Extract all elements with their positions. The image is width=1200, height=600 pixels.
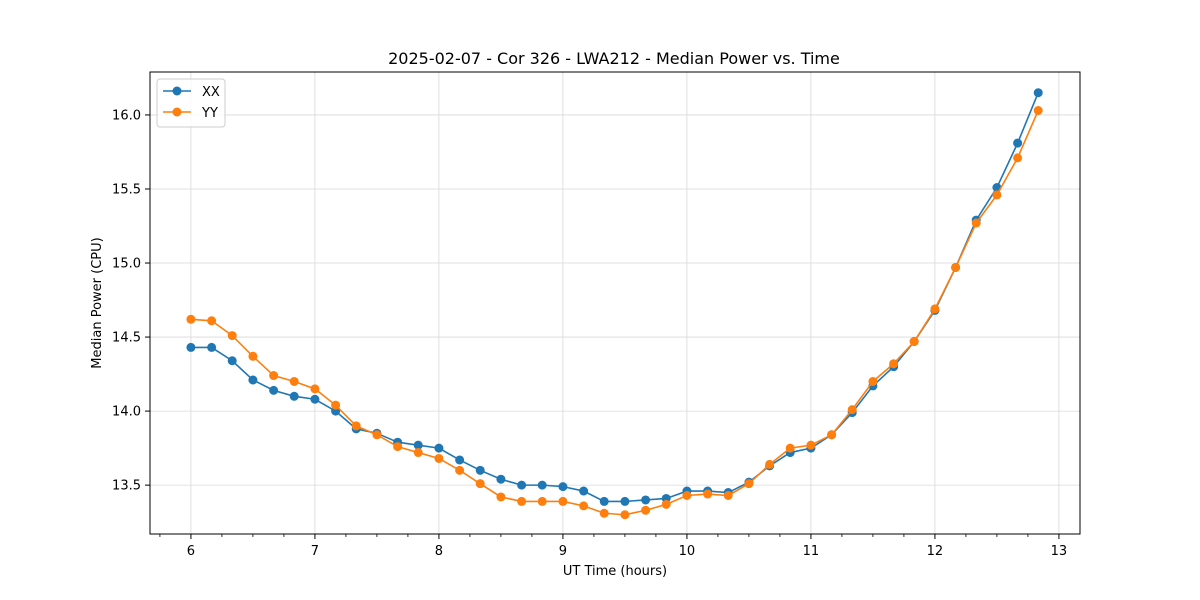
grid [150, 72, 1080, 534]
data-point-yy [971, 218, 981, 228]
data-point-yy [289, 376, 299, 386]
data-point-yy [413, 448, 423, 458]
x-tick-label: 7 [311, 544, 319, 559]
data-point-yy [372, 430, 382, 440]
data-point-yy [496, 492, 506, 502]
data-point-yy [331, 400, 341, 410]
data-point-yy [579, 501, 589, 511]
data-point-yy [744, 479, 754, 489]
data-point-yy [393, 442, 403, 452]
data-point-yy [310, 384, 320, 394]
plot-frame [149, 71, 1081, 535]
x-tick-label: 12 [927, 544, 944, 559]
data-point-xx [1013, 138, 1023, 148]
data-point-xx [537, 480, 547, 490]
series-group [186, 88, 1043, 520]
data-point-yy [909, 337, 919, 346]
y-axis-ticks: 13.5 14.0 14.5 15.0 15.5 16.0 [112, 108, 150, 494]
x-tick-label: 8 [435, 544, 443, 559]
data-point-xx [475, 465, 485, 475]
data-point-yy [475, 479, 485, 489]
data-point-yy [248, 351, 258, 361]
data-point-yy [620, 510, 630, 520]
legend-label-yy: YY [201, 106, 218, 121]
data-point-yy [951, 262, 961, 272]
data-point-yy [723, 491, 733, 500]
y-axis-label: Median Power (CPU) [90, 237, 105, 368]
data-point-yy [558, 496, 568, 506]
data-point-yy [682, 491, 692, 500]
data-point-yy [1033, 106, 1043, 115]
data-point-yy [641, 505, 651, 515]
data-point-yy [517, 496, 527, 506]
data-point-xx [248, 375, 258, 385]
legend-marker-xx [172, 86, 182, 96]
data-point-xx [310, 394, 320, 404]
data-point-xx [517, 480, 527, 490]
data-point-xx [641, 495, 651, 505]
data-point-xx [289, 391, 299, 401]
data-point-xx [413, 440, 423, 450]
data-point-xx [269, 385, 279, 395]
series-yy [186, 106, 1043, 520]
data-point-yy [661, 499, 671, 509]
data-point-xx [1033, 88, 1043, 98]
x-tick-label: 6 [187, 544, 195, 559]
data-point-yy [703, 489, 713, 499]
data-point-yy [269, 371, 279, 381]
data-point-yy [785, 443, 795, 453]
x-tick-label: 13 [1051, 544, 1068, 559]
data-point-yy [847, 405, 857, 415]
data-point-yy [186, 314, 196, 324]
chart-title: 2025-02-07 - Cor 326 - LWA212 - Median P… [388, 49, 840, 68]
x-axis-ticks: 6 7 8 9 10 11 12 13 [159, 534, 1068, 559]
data-point-xx [227, 356, 237, 366]
data-point-yy [599, 508, 609, 518]
data-point-yy [868, 376, 878, 386]
data-point-yy [351, 421, 361, 431]
legend-label-xx: XX [202, 85, 220, 100]
data-point-xx [186, 342, 196, 352]
data-point-yy [889, 359, 899, 369]
x-tick-label: 9 [559, 544, 567, 559]
y-tick-label: 13.5 [112, 479, 141, 494]
data-point-xx [579, 486, 589, 496]
data-point-xx [455, 455, 465, 465]
legend-marker-yy [172, 107, 182, 117]
y-tick-label: 15.5 [112, 182, 141, 197]
data-point-xx [620, 496, 630, 506]
data-point-xx [207, 342, 217, 352]
data-point-yy [930, 304, 940, 314]
data-point-yy [992, 190, 1002, 200]
data-point-xx [496, 474, 506, 484]
series-xx [186, 88, 1043, 506]
data-point-yy [207, 316, 217, 326]
data-point-yy [455, 465, 465, 475]
data-point-yy [765, 459, 775, 469]
data-point-yy [227, 331, 237, 341]
data-point-yy [537, 496, 547, 506]
x-tick-label: 10 [679, 544, 696, 559]
data-point-xx [599, 496, 609, 506]
data-point-yy [827, 430, 837, 440]
legend: XX YY [156, 78, 226, 128]
data-point-yy [1013, 153, 1023, 163]
y-tick-label: 16.0 [112, 108, 141, 123]
y-tick-label: 14.0 [112, 405, 141, 420]
data-point-yy [806, 440, 816, 450]
y-tick-label: 15.0 [112, 257, 141, 272]
x-tick-label: 11 [803, 544, 820, 559]
data-point-xx [558, 482, 568, 492]
data-point-yy [434, 453, 444, 463]
data-point-xx [434, 443, 444, 453]
x-axis-label: UT Time (hours) [563, 564, 667, 579]
y-tick-label: 14.5 [112, 331, 141, 346]
